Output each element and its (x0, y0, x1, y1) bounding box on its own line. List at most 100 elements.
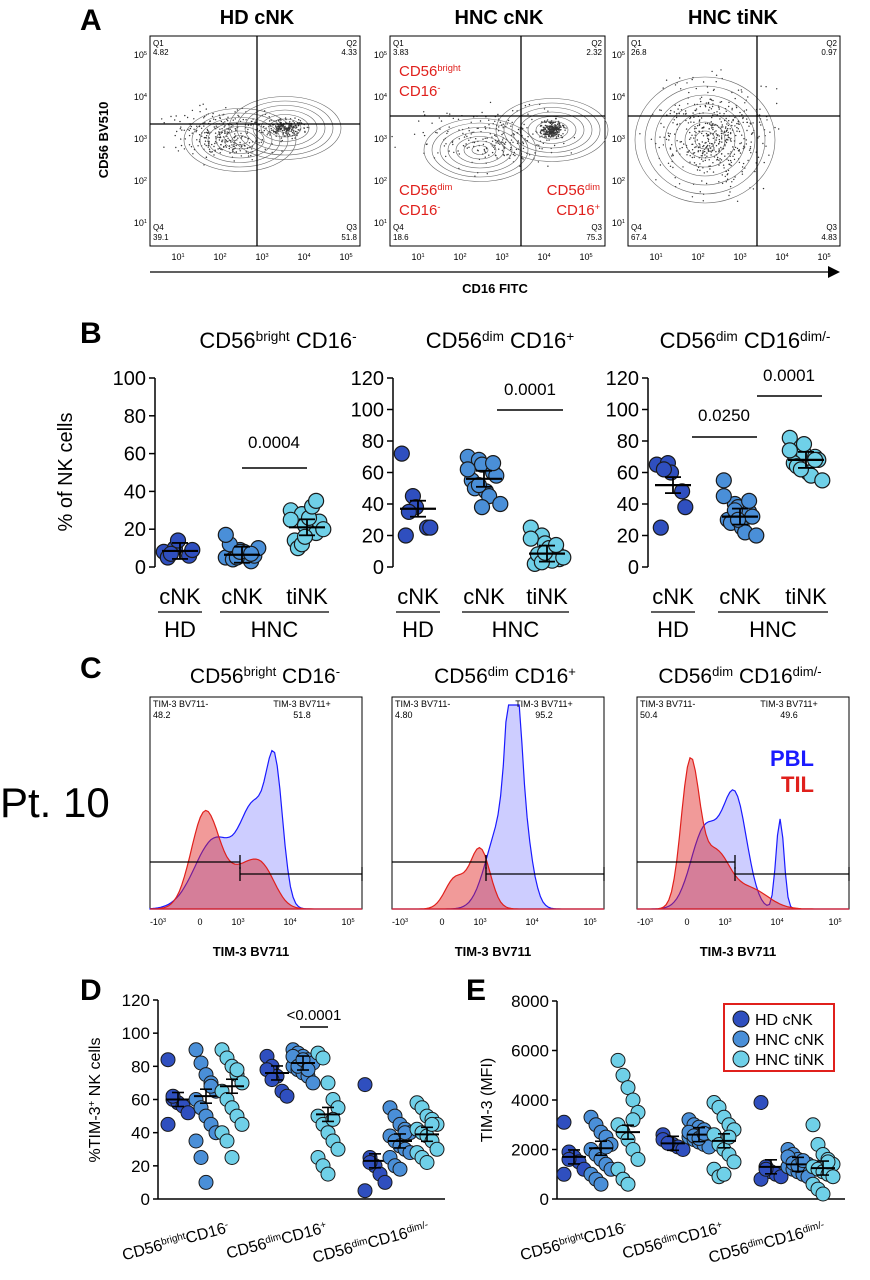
event-dot (741, 134, 743, 136)
event-dot (715, 74, 718, 77)
event-dot (734, 176, 736, 178)
event-dot (543, 133, 545, 135)
event-dot (512, 153, 515, 156)
event-dot (718, 135, 720, 137)
event-dot (760, 124, 762, 126)
event-dot (212, 112, 214, 115)
event-dot (413, 133, 416, 135)
x-tick-label: 102 (213, 252, 226, 262)
event-dot (671, 144, 673, 146)
event-dot (265, 127, 267, 129)
event-dot (672, 122, 674, 124)
event-dot (423, 134, 426, 137)
event-dot (522, 142, 525, 145)
label-part: 10 (411, 252, 421, 262)
event-dot (511, 121, 513, 124)
event-dot (551, 128, 553, 130)
event-dot (279, 126, 281, 128)
x-cat-label: CD56dimCD16dim/- (311, 1219, 431, 1267)
event-dot (715, 139, 717, 141)
event-dot (708, 109, 710, 111)
event-dot (741, 173, 744, 175)
label-part: 10 (579, 252, 589, 262)
event-dot (219, 136, 222, 139)
event-dot (207, 144, 209, 147)
event-dot (693, 116, 695, 119)
data-point (229, 1062, 245, 1078)
event-dot (219, 117, 221, 120)
event-dot (205, 144, 207, 147)
contour-line (228, 96, 342, 160)
event-dot (558, 124, 561, 126)
event-dot (501, 133, 503, 136)
gate-label-dim-neg: CD16- (399, 202, 440, 219)
event-dot (743, 138, 745, 140)
event-dot (231, 149, 234, 151)
event-dot (195, 131, 197, 133)
event-dot (225, 107, 227, 109)
label-part: CD16 (290, 328, 352, 353)
event-dot (711, 70, 713, 73)
event-dot (560, 129, 562, 131)
superscript: 3 (505, 253, 508, 259)
event-dot (272, 129, 274, 131)
event-dot (544, 128, 547, 130)
event-dot (650, 138, 653, 140)
event-dot (738, 130, 741, 133)
label-part: 10 (817, 252, 827, 262)
event-dot (174, 119, 176, 121)
event-dot (678, 112, 680, 115)
event-dot (734, 97, 736, 100)
event-dot (202, 103, 204, 105)
event-dot (548, 125, 551, 128)
event-dot (205, 156, 208, 158)
event-dot (512, 133, 515, 135)
data-point (296, 528, 314, 545)
event-dot (553, 131, 555, 134)
y-tick-label: 104 (374, 92, 387, 102)
superscript: dim (585, 182, 600, 192)
event-dot (175, 146, 177, 149)
label-part: 0 (197, 917, 202, 927)
event-dot (750, 133, 753, 135)
event-dot (704, 104, 706, 107)
event-dot (701, 152, 704, 154)
event-dot (232, 150, 234, 153)
event-dot (745, 139, 747, 141)
y-tick-label: 80 (124, 406, 146, 428)
data-point (330, 1141, 346, 1157)
y-tick-label: 20 (617, 526, 639, 548)
data-point (282, 511, 299, 528)
label-part: 0 (439, 917, 444, 927)
superscript: 5 (351, 918, 354, 924)
event-dot (712, 127, 714, 129)
data-point (748, 527, 765, 544)
event-dot (214, 119, 217, 121)
event-dot (204, 143, 206, 145)
event-dot (289, 121, 291, 123)
event-dot (659, 164, 662, 166)
event-dot (204, 115, 206, 118)
event-dot (294, 130, 297, 133)
label-part: NK cells (87, 1038, 104, 1101)
event-dot (502, 127, 504, 129)
group-label: HD (402, 617, 434, 642)
event-dot (740, 89, 742, 91)
event-dot (707, 144, 709, 147)
event-dot (669, 133, 671, 135)
event-dot (549, 132, 551, 134)
event-dot (224, 130, 226, 132)
event-dot (192, 153, 194, 155)
x-tick-label: -103 (392, 917, 408, 927)
flow-plot: Q14.82Q24.33Q439.1Q351.81011011021021031… (134, 35, 361, 262)
event-dot (558, 122, 561, 125)
event-dot (746, 121, 748, 124)
x-tick-label: 103 (231, 917, 244, 927)
event-dot (713, 149, 715, 151)
y-tick-label: 2000 (511, 1141, 549, 1160)
label-part: 10 (612, 50, 622, 60)
event-dot (214, 136, 217, 138)
event-dot (204, 136, 206, 139)
event-dot (695, 87, 697, 90)
label-part: CD16 (276, 665, 336, 688)
